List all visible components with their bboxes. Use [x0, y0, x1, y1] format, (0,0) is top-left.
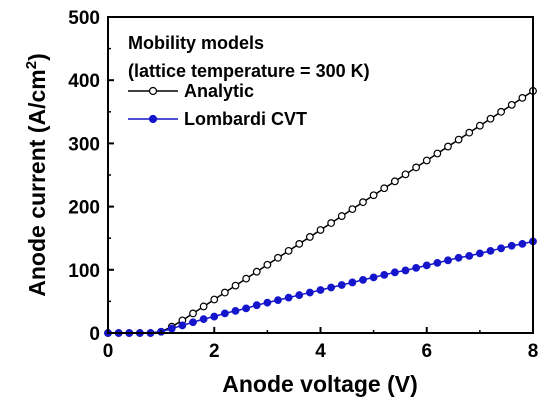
data-point — [422, 156, 431, 165]
legend-title-line2: (lattice temperature = 300 K) — [128, 61, 370, 81]
data-point — [263, 260, 272, 269]
data-point — [465, 128, 474, 137]
x-tick-label: 8 — [528, 341, 539, 362]
data-point — [189, 309, 197, 318]
data-point — [486, 114, 495, 123]
data-point — [497, 107, 506, 116]
data-point — [252, 301, 261, 310]
x-tick-label: 6 — [421, 341, 432, 362]
x-tick-label: 2 — [209, 341, 220, 362]
data-point — [231, 281, 240, 290]
data-point — [295, 239, 304, 248]
data-point — [348, 205, 357, 214]
data-point — [507, 241, 516, 250]
data-point — [518, 239, 527, 248]
data-point — [316, 286, 325, 294]
legend: Mobility models (lattice temperature = 3… — [128, 33, 370, 129]
y-tick-label: 100 — [68, 261, 100, 282]
data-point — [390, 268, 399, 277]
data-point — [305, 233, 314, 241]
data-point — [444, 256, 452, 265]
data-point — [475, 121, 484, 130]
data-point — [433, 149, 442, 158]
data-point — [199, 302, 208, 311]
data-point — [252, 267, 261, 276]
data-point — [327, 219, 336, 227]
legend-label: Analytic — [184, 81, 254, 101]
y-tick-label: 300 — [68, 134, 100, 155]
data-point — [274, 253, 282, 262]
legend-title-line1: Mobility models — [128, 33, 264, 53]
data-point — [316, 226, 325, 234]
data-point — [231, 306, 240, 315]
y-axis-ticks: 0 100 200 300 400 500 — [68, 8, 114, 345]
data-point — [401, 170, 410, 179]
data-point — [199, 315, 208, 323]
data-point — [337, 281, 346, 289]
data-point — [475, 249, 484, 258]
x-tick-label: 0 — [103, 341, 114, 362]
data-point — [242, 304, 251, 313]
data-point — [337, 212, 346, 220]
data-point — [210, 312, 219, 321]
series-line-1 — [108, 90, 534, 334]
data-point — [401, 266, 410, 275]
data-point — [369, 191, 378, 200]
legend-marker — [148, 86, 158, 96]
data-point — [242, 274, 251, 283]
data-point — [220, 309, 229, 318]
data-point — [284, 246, 293, 255]
data-point — [167, 324, 176, 333]
y-axis-title-superscript: 2 — [23, 61, 40, 69]
data-point — [465, 251, 474, 260]
data-point — [359, 198, 367, 207]
data-point — [507, 100, 516, 109]
y-tick-label: 500 — [68, 8, 100, 29]
data-point — [348, 278, 357, 287]
legend-items: Analytic Lombardi CVT — [128, 81, 307, 129]
y-tick-label: 200 — [68, 198, 100, 219]
data-point — [178, 321, 187, 330]
legend-label: Lombardi CVT — [184, 109, 307, 129]
x-tick-label: 4 — [315, 341, 326, 362]
data-point — [390, 177, 399, 186]
data-point — [486, 246, 495, 255]
data-point — [518, 93, 527, 102]
plot-series — [104, 87, 537, 337]
data-point — [210, 295, 219, 304]
legend-marker — [148, 114, 158, 124]
data-point — [444, 142, 452, 151]
y-axis-title-main: Anode current (A/cm — [24, 69, 50, 296]
y-axis-title-close: ) — [24, 53, 50, 61]
data-point — [412, 264, 421, 272]
x-axis-title: Anode voltage (V) — [222, 371, 418, 397]
data-point — [220, 288, 229, 297]
data-point — [412, 163, 421, 172]
data-point — [454, 135, 463, 144]
data-point — [274, 296, 282, 305]
data-point — [369, 273, 378, 282]
y-axis-title: Anode current (A/cm2) — [23, 53, 50, 297]
data-point — [295, 291, 304, 299]
data-point — [454, 253, 463, 262]
data-point — [327, 283, 336, 292]
data-point — [305, 288, 314, 297]
data-point — [380, 184, 389, 193]
data-point — [284, 293, 293, 302]
data-point — [497, 244, 506, 253]
data-point — [380, 270, 389, 279]
y-tick-label: 0 — [89, 324, 100, 345]
y-tick-label: 400 — [68, 71, 100, 92]
data-point — [433, 258, 442, 267]
data-point — [189, 318, 197, 327]
data-point — [422, 261, 431, 270]
data-point — [263, 298, 272, 307]
data-point — [359, 276, 367, 284]
